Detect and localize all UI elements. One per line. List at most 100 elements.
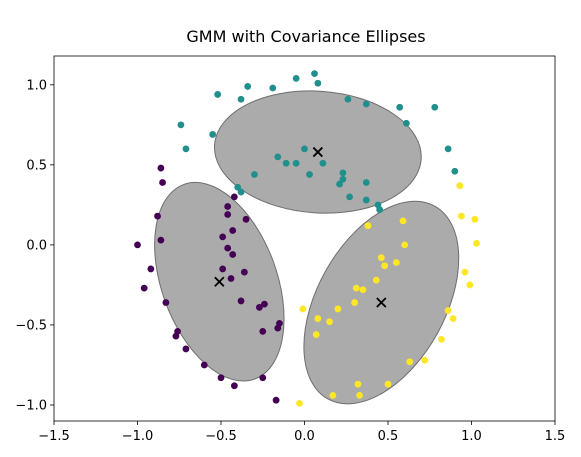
data-point-cluster-1 (177, 121, 185, 129)
data-point-cluster-2 (384, 380, 392, 388)
data-point-cluster-1 (182, 145, 190, 153)
data-point-cluster-1 (292, 75, 300, 82)
data-point-cluster-0 (256, 303, 263, 311)
data-point-cluster-1 (292, 159, 300, 167)
data-point-cluster-2 (296, 399, 303, 407)
x-tick-label: 1.0 (461, 429, 482, 444)
data-point-cluster-0 (219, 233, 227, 241)
data-point-cluster-1 (244, 83, 252, 90)
data-point-cluster-1 (451, 167, 459, 175)
data-point-cluster-1 (376, 206, 384, 214)
data-point-cluster-1 (339, 169, 347, 177)
data-point-cluster-0 (147, 265, 155, 273)
data-point-cluster-2 (372, 276, 380, 284)
data-point-cluster-1 (344, 95, 352, 103)
data-point-cluster-2 (351, 299, 358, 306)
data-point-cluster-2 (352, 284, 360, 292)
data-point-cluster-0 (224, 244, 232, 252)
data-point-cluster-2 (406, 358, 414, 366)
data-point-cluster-1 (282, 159, 290, 167)
data-point-cluster-0 (240, 268, 248, 276)
data-point-cluster-2 (466, 281, 474, 289)
data-point-cluster-1 (301, 145, 308, 153)
data-point-cluster-1 (431, 103, 439, 111)
data-point-cluster-0 (230, 193, 238, 201)
data-point-cluster-2 (364, 222, 372, 230)
component-center-marker (312, 146, 323, 158)
data-point-cluster-0 (172, 332, 180, 340)
y-tick-label: 0.5 (26, 158, 47, 173)
y-tick-label: 0.0 (26, 238, 47, 253)
data-point-cluster-2 (473, 239, 480, 247)
component-center-marker (214, 276, 225, 287)
covariance-ellipses (154, 90, 460, 405)
data-point-cluster-0 (159, 179, 166, 186)
data-point-cluster-0 (200, 361, 208, 369)
data-point-cluster-2 (359, 286, 367, 294)
data-point-cluster-0 (219, 265, 227, 273)
data-point-cluster-1 (234, 183, 242, 191)
data-point-cluster-0 (227, 275, 235, 282)
data-points (134, 70, 480, 407)
data-point-cluster-1 (362, 100, 370, 108)
data-point-cluster-1 (274, 153, 282, 161)
data-point-cluster-0 (157, 236, 165, 244)
data-point-cluster-0 (274, 324, 282, 332)
x-tick-label: 0.0 (294, 429, 315, 444)
data-point-cluster-1 (237, 95, 245, 103)
data-point-cluster-1 (346, 193, 353, 201)
data-point-cluster-2 (438, 335, 445, 343)
data-point-cluster-1 (214, 91, 222, 98)
data-point-cluster-0 (237, 297, 245, 305)
data-point-cluster-1 (306, 171, 313, 178)
x-tick-label: 0.5 (378, 429, 399, 444)
data-point-cluster-2 (299, 305, 307, 313)
data-point-cluster-0 (182, 345, 190, 353)
data-point-cluster-1 (444, 145, 452, 153)
x-tick-label: −0.5 (205, 429, 237, 444)
y-axis: −1.0 −0.5 0.0 0.5 1.0 (15, 78, 54, 413)
data-point-cluster-0 (157, 164, 165, 172)
data-point-cluster-0 (224, 211, 232, 218)
data-point-cluster-1 (311, 70, 318, 78)
data-point-cluster-2 (326, 318, 333, 326)
data-point-cluster-1 (314, 79, 322, 87)
data-point-cluster-1 (269, 84, 277, 92)
data-point-cluster-2 (312, 331, 320, 338)
data-point-cluster-1 (402, 119, 410, 127)
x-tick-label: −1.5 (38, 429, 70, 444)
x-tick-label: −1.0 (122, 429, 154, 444)
data-point-cluster-0 (217, 374, 225, 382)
y-tick-label: 1.0 (26, 78, 47, 93)
data-point-cluster-2 (471, 215, 479, 223)
data-point-cluster-1 (339, 175, 347, 183)
data-point-cluster-2 (354, 380, 362, 388)
data-point-cluster-0 (242, 215, 250, 223)
data-point-cluster-0 (259, 327, 267, 335)
data-point-cluster-2 (456, 182, 464, 190)
y-tick-label: −1.0 (15, 398, 47, 413)
y-tick-label: −0.5 (15, 318, 47, 333)
data-point-cluster-1 (362, 196, 370, 204)
data-point-cluster-2 (401, 241, 409, 249)
data-point-cluster-0 (140, 284, 148, 292)
data-point-cluster-1 (336, 180, 343, 188)
data-point-cluster-0 (272, 396, 280, 404)
data-point-cluster-2 (392, 259, 400, 266)
data-point-cluster-2 (356, 391, 364, 399)
data-point-cluster-0 (154, 212, 161, 220)
data-point-cluster-1 (319, 159, 327, 167)
data-point-cluster-1 (396, 103, 404, 111)
data-point-cluster-0 (134, 241, 141, 249)
data-point-cluster-0 (229, 227, 237, 234)
data-point-cluster-2 (381, 262, 389, 270)
data-point-cluster-2 (461, 268, 469, 276)
data-point-cluster-0 (230, 382, 238, 390)
data-point-cluster-0 (261, 300, 268, 308)
data-point-cluster-2 (421, 356, 429, 364)
x-tick-label: 1.5 (545, 429, 566, 444)
data-point-cluster-2 (444, 307, 452, 314)
data-point-cluster-1 (251, 171, 258, 178)
data-point-cluster-0 (259, 374, 267, 382)
